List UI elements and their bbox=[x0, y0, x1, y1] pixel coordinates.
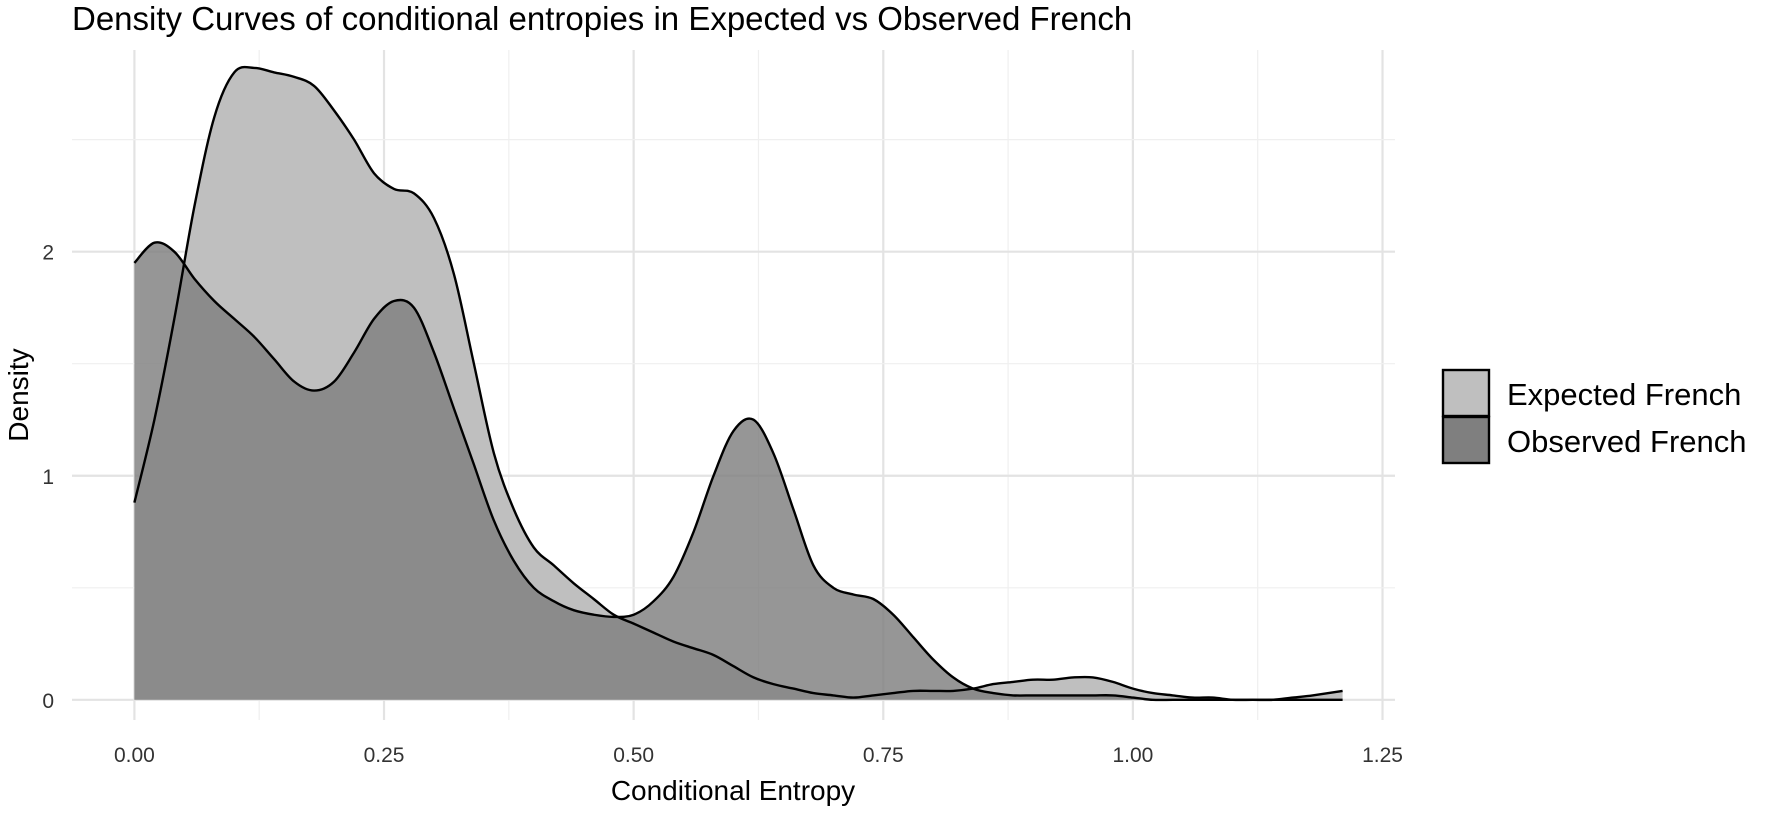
x-tick-label-0: 0.00 bbox=[114, 744, 155, 767]
y-tick-label-2: 2 bbox=[42, 242, 54, 265]
legend-label-0: Expected French bbox=[1507, 377, 1741, 412]
y-axis-title: Density bbox=[3, 348, 34, 441]
legend-swatch-0 bbox=[1441, 368, 1491, 418]
x-axis-title: Conditional Entropy bbox=[611, 775, 855, 806]
legend-label-1: Observed French bbox=[1507, 424, 1747, 459]
x-tick-label-3: 0.75 bbox=[863, 744, 904, 767]
chart-title: Density Curves of conditional entropies … bbox=[72, 0, 1132, 37]
area-observed-french bbox=[134, 242, 1343, 700]
legend-swatch-1 bbox=[1441, 415, 1491, 465]
y-axis-ticks: 0 1 2 bbox=[42, 242, 54, 713]
curve-expected-french bbox=[133, 65, 1343, 702]
density-curves bbox=[133, 65, 1343, 702]
x-axis-ticks: 0.00 0.25 0.50 0.75 1.00 1.25 bbox=[114, 744, 1403, 767]
curve-observed-french bbox=[133, 241, 1343, 702]
x-tick-label-1: 0.25 bbox=[364, 744, 405, 767]
y-tick-label-1: 1 bbox=[42, 466, 54, 489]
y-tick-label-0: 0 bbox=[42, 690, 54, 713]
legend: Expected French Observed French bbox=[1441, 368, 1747, 465]
x-tick-label-4: 1.00 bbox=[1112, 744, 1153, 767]
x-tick-label-5: 1.25 bbox=[1362, 744, 1403, 767]
x-tick-label-2: 0.50 bbox=[613, 744, 654, 767]
